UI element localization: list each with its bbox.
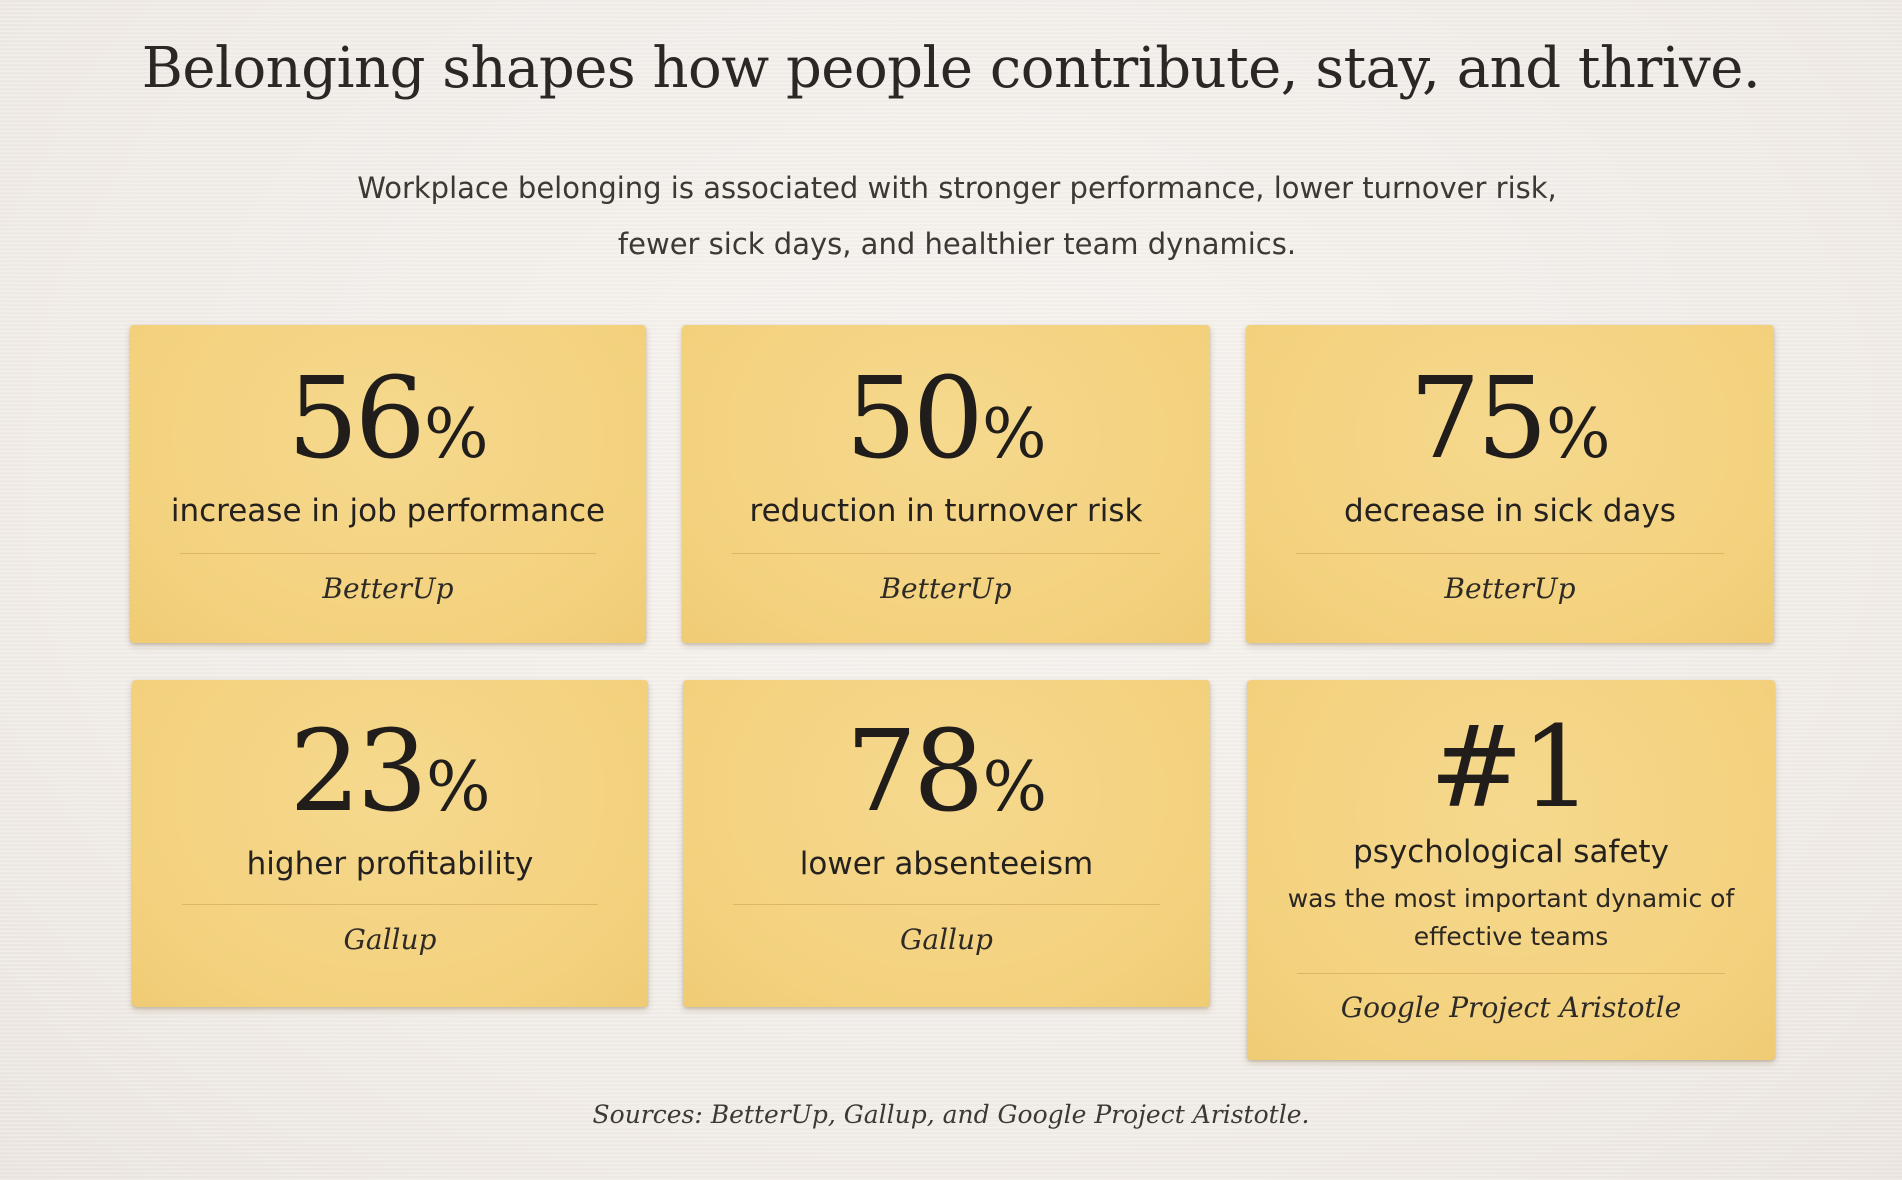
stat-label: psychological safety [1353, 834, 1669, 870]
card-divider [732, 553, 1160, 554]
stat-source: BetterUp [1444, 572, 1576, 605]
stat-label: higher profitability [246, 846, 534, 882]
card-divider [733, 904, 1160, 905]
stat-number: 56 [287, 354, 426, 484]
stat-unit: % [425, 748, 491, 827]
stat-number: 78 [845, 707, 985, 837]
stat-value: 50% [682, 359, 1210, 479]
stat-unit: % [1545, 395, 1611, 474]
stat-number: 50 [845, 354, 984, 484]
page-title: Belonging shapes how people contribute, … [141, 36, 1761, 101]
stat-value: 23% [132, 712, 648, 832]
stat-source: BetterUp [322, 572, 454, 605]
stat-value: #1 [1247, 708, 1775, 828]
card-divider [182, 904, 598, 905]
stat-card-turnover-risk: 50% reduction in turnover risk BetterUp [682, 325, 1210, 643]
card-divider [1296, 553, 1724, 554]
stat-unit: % [981, 395, 1047, 474]
stat-card-sick-days: 75% decrease in sick days BetterUp [1246, 325, 1774, 643]
stat-value: 56% [130, 359, 646, 479]
stat-label: lower absenteeism [799, 846, 1094, 882]
stat-card-profitability: 23% higher profitability Gallup [132, 680, 648, 1007]
stat-source: Google Project Aristotle [1340, 991, 1682, 1024]
stat-card-absenteeism: 78% lower absenteeism Gallup [683, 680, 1210, 1007]
stat-label: reduction in turnover risk [749, 493, 1143, 529]
stat-unit: % [423, 395, 489, 474]
stat-value: 75% [1246, 359, 1774, 479]
stat-card-job-performance: 56% increase in job performance BetterUp [130, 325, 646, 643]
stat-detail: was the most important dynamic of effect… [1287, 884, 1735, 951]
stat-source: Gallup [900, 923, 993, 956]
stat-number: 75 [1409, 354, 1548, 484]
sources-footnote: Sources: BetterUp, Gallup, and Google Pr… [592, 1100, 1310, 1129]
card-divider [1297, 973, 1725, 974]
stat-number: 23 [289, 707, 428, 837]
card-divider [180, 553, 596, 554]
page-subtitle: Workplace belonging is associated with s… [357, 171, 1557, 261]
stat-label: decrease in sick days [1344, 493, 1676, 529]
stat-number: #1 [1429, 703, 1592, 833]
stat-source: BetterUp [880, 572, 1012, 605]
stat-unit: % [982, 748, 1048, 827]
stat-value: 78% [683, 712, 1210, 832]
stat-label: increase in job performance [170, 493, 606, 529]
stat-source: Gallup [343, 923, 437, 956]
stat-card-psychological-safety: #1 psychological safety was the most imp… [1247, 680, 1775, 1060]
